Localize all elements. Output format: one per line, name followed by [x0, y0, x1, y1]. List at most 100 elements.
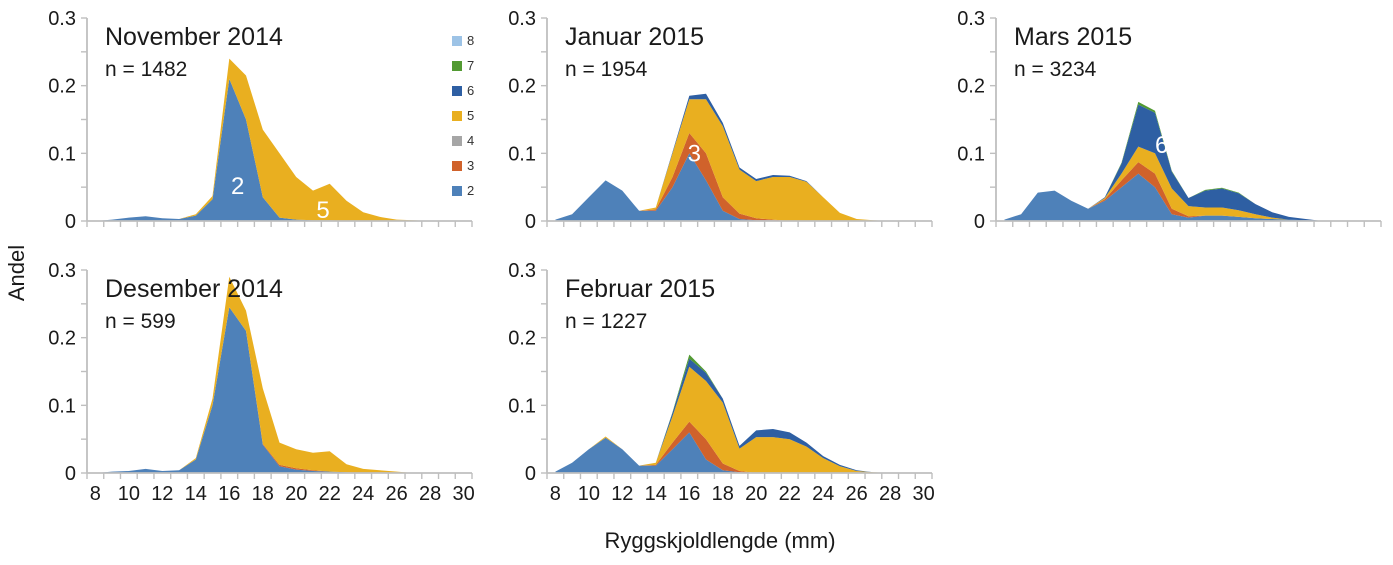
panel-title: Februar 2015 — [565, 275, 716, 303]
x-tick-label: 14 — [185, 483, 207, 505]
series-annotation: 3 — [688, 140, 701, 167]
y-tick-label: 0.2 — [957, 76, 985, 98]
area-chart-desember-2014: 8 10 12 14 16 18 20 22 24 26 28 30 0 0.1 0.2 0.3 — [48, 260, 475, 505]
area-chart-mars-2015: 0 0.1 0.2 0.3 6 — [957, 8, 1382, 233]
y-tick-label: 0.3 — [508, 260, 536, 282]
area-series-5 — [95, 276, 464, 473]
legend-label: 4 — [467, 133, 475, 148]
panel-title: Mars 2015 — [1014, 23, 1133, 51]
sample-size-label: n = 1954 — [565, 58, 648, 81]
panel-mars-2015: 0 0.1 0.2 0.3 6 Mars 2015 n = 3234 — [941, 6, 1393, 264]
y-tick-label: 0.1 — [508, 395, 536, 417]
x-tick-label: 26 — [386, 483, 408, 505]
x-tick-label: 30 — [453, 483, 475, 505]
x-tick-label: 20 — [745, 483, 767, 505]
panel-desember-2014: 8 10 12 14 16 18 20 22 24 26 28 30 0 0.1 0.2 0.3 Desemb… — [32, 258, 487, 516]
panel-title: Januar 2015 — [565, 23, 705, 51]
x-tick-label: 24 — [352, 483, 374, 505]
series-annotation: 2 — [231, 173, 244, 200]
legend-label: 6 — [467, 83, 475, 98]
sample-size-label: n = 3234 — [1014, 58, 1097, 81]
x-tick-label: 30 — [913, 483, 935, 505]
legend-item-7: 7 — [452, 53, 474, 78]
x-tick-label: 8 — [550, 483, 561, 505]
x-tick-label: 16 — [218, 483, 240, 505]
legend-label: 5 — [467, 108, 475, 123]
x-tick-label: 24 — [812, 483, 834, 505]
legend-swatch-icon — [452, 135, 462, 146]
area-series-2 — [1004, 173, 1373, 221]
y-tick-label: 0 — [525, 211, 536, 233]
y-tick-label: 0.1 — [48, 395, 76, 417]
area-series-2 — [555, 432, 924, 473]
y-tick-label: 0.1 — [508, 143, 536, 165]
y-tick-label: 0.2 — [508, 76, 536, 98]
area-series-5 — [95, 58, 464, 221]
legend-item-2: 2 — [452, 178, 474, 203]
y-tick-label: 0 — [65, 211, 76, 233]
x-tick-label: 14 — [645, 483, 667, 505]
area-series-5 — [1004, 146, 1373, 221]
series-annotation: 6 — [1155, 132, 1168, 159]
legend-item-6: 6 — [452, 78, 474, 103]
area-series-5 — [555, 99, 924, 221]
series-annotation: 5 — [316, 197, 329, 224]
legend-swatch-icon — [452, 35, 462, 46]
legend: 8 7 6 5 4 3 2 — [452, 28, 474, 203]
x-tick-label: 22 — [319, 483, 341, 505]
y-tick-label: 0.2 — [508, 328, 536, 350]
x-tick-label: 10 — [578, 483, 600, 505]
y-axis-title: Andel — [4, 244, 29, 302]
y-tick-label: 0 — [65, 463, 76, 485]
area-series-2 — [555, 153, 924, 221]
y-tick-label: 0.3 — [508, 8, 536, 30]
legend-item-4: 4 — [452, 128, 474, 153]
x-tick-label: 12 — [611, 483, 633, 505]
area-chart-februar-2015: 8 10 12 14 16 18 20 22 24 26 28 30 0 0.1 0.2 0.3 — [508, 260, 935, 505]
x-tick-label: 12 — [151, 483, 173, 505]
y-tick-label: 0.1 — [957, 143, 985, 165]
y-tick-label: 0.3 — [48, 8, 76, 30]
panel-title: Desember 2014 — [105, 275, 283, 303]
panel-title: November 2014 — [105, 23, 283, 51]
y-tick-label: 0 — [525, 463, 536, 485]
x-tick-label: 28 — [419, 483, 441, 505]
sample-size-label: n = 1227 — [565, 310, 648, 333]
x-tick-label: 20 — [285, 483, 307, 505]
sample-size-label: n = 1482 — [105, 58, 188, 81]
area-chart-november-2014: 0 0.1 0.2 0.3 2 5 — [48, 8, 473, 233]
x-tick-label: 26 — [846, 483, 868, 505]
panel-januar-2015: 0 0.1 0.2 0.3 3 Januar 2015 n = 1954 — [492, 6, 947, 264]
y-tick-label: 0.1 — [48, 143, 76, 165]
legend-item-8: 8 — [452, 28, 474, 53]
legend-label: 3 — [467, 158, 475, 173]
x-tick-label: 22 — [779, 483, 801, 505]
area-series-5 — [555, 366, 924, 473]
legend-item-5: 5 — [452, 103, 474, 128]
y-tick-label: 0 — [974, 211, 985, 233]
legend-label: 7 — [467, 58, 475, 73]
legend-swatch-icon — [452, 60, 462, 71]
legend-label: 2 — [467, 183, 475, 198]
panel-februar-2015: 8 10 12 14 16 18 20 22 24 26 28 30 0 0.1 0.2 0.3 Februa… — [492, 258, 947, 516]
x-tick-label: 18 — [252, 483, 274, 505]
sample-size-label: n = 599 — [105, 310, 176, 333]
legend-swatch-icon — [452, 185, 462, 196]
x-tick-label: 16 — [678, 483, 700, 505]
area-chart-januar-2015: 0 0.1 0.2 0.3 3 — [508, 8, 933, 233]
x-tick-label: 8 — [90, 483, 101, 505]
legend-swatch-icon — [452, 85, 462, 96]
x-tick-label: 10 — [118, 483, 140, 505]
y-tick-label: 0.3 — [48, 260, 76, 282]
y-tick-label: 0.3 — [957, 8, 985, 30]
x-tick-label: 18 — [712, 483, 734, 505]
legend-swatch-icon — [452, 160, 462, 171]
y-tick-label: 0.2 — [48, 328, 76, 350]
legend-item-3: 3 — [452, 153, 474, 178]
y-tick-label: 0.2 — [48, 76, 76, 98]
legend-swatch-icon — [452, 110, 462, 121]
panel-november-2014: 0 0.1 0.2 0.3 2 5 November 2014 n = 1482 — [32, 6, 487, 264]
x-axis-title: Ryggskjoldlengde (mm) — [604, 528, 836, 553]
legend-label: 8 — [467, 33, 475, 48]
